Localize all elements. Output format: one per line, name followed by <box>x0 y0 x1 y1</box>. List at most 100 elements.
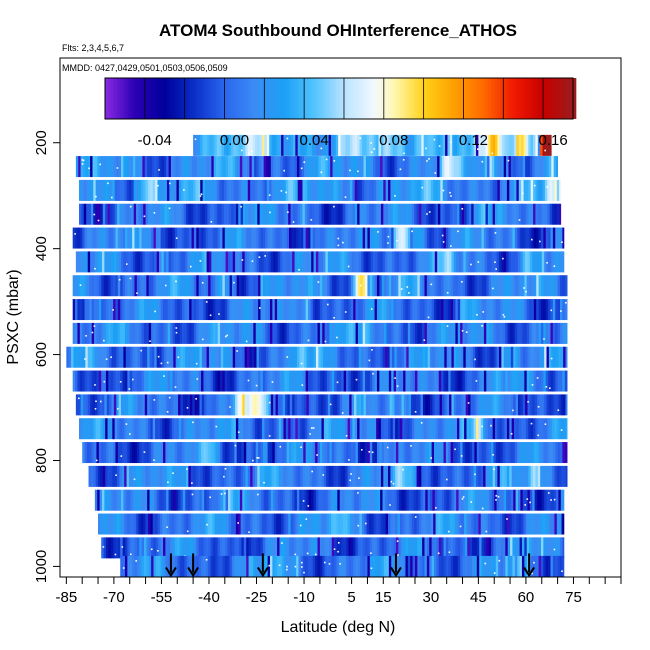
heat-cell <box>86 227 90 249</box>
heat-cell <box>198 322 202 344</box>
heat-cell <box>523 134 527 156</box>
heat-cell <box>324 275 328 297</box>
heat-cell <box>82 275 85 297</box>
heat-cell <box>448 227 451 249</box>
heat-cell <box>132 322 135 344</box>
heat-cell <box>291 275 295 297</box>
heat-cell <box>88 465 92 487</box>
heat-cell <box>462 322 466 344</box>
heat-cell <box>456 179 460 201</box>
heat-cell <box>376 227 380 249</box>
heat-cell <box>319 299 323 321</box>
heat-cell <box>554 513 558 535</box>
heat-cell <box>220 299 223 321</box>
heat-cell <box>227 537 230 559</box>
heat-cell <box>313 489 317 511</box>
heat-cell <box>376 555 380 577</box>
heat-cell <box>201 370 204 392</box>
heat-cell <box>284 555 287 577</box>
heat-cell <box>499 465 503 487</box>
heat-cell <box>555 322 558 344</box>
heat-cell <box>82 370 85 392</box>
heat-cell <box>143 275 147 297</box>
heat-cell <box>467 275 471 297</box>
heat-cell <box>552 299 556 321</box>
heat-cell <box>502 179 505 201</box>
heat-cell <box>239 346 243 368</box>
heat-cell <box>521 322 525 344</box>
missing-data-dot <box>495 499 497 501</box>
heat-cell <box>82 251 86 273</box>
heat-cell <box>187 489 191 511</box>
heat-cell <box>448 442 451 464</box>
heat-cell <box>369 203 372 225</box>
heat-cell <box>430 203 434 225</box>
missing-data-dot <box>160 362 163 365</box>
heat-cell <box>210 537 214 559</box>
missing-data-dot <box>252 459 254 462</box>
heat-cell <box>260 299 264 321</box>
heat-cell <box>136 179 139 201</box>
heat-cell <box>482 251 486 273</box>
heat-cell <box>419 299 423 321</box>
colorbar-swatch <box>450 78 454 119</box>
missing-data-dot <box>477 148 479 150</box>
missing-data-dot <box>549 387 551 389</box>
colorbar-swatch <box>473 78 477 119</box>
heat-cell <box>193 275 197 297</box>
heat-cell <box>380 179 384 201</box>
heat-cell <box>101 322 104 344</box>
heat-cell <box>159 179 163 201</box>
heat-cell <box>200 465 203 487</box>
heat-cell <box>337 394 341 416</box>
heat-cell <box>252 465 256 487</box>
heat-cell <box>521 179 524 201</box>
heat-cell <box>167 442 171 464</box>
heat-cell <box>504 465 508 487</box>
heat-cell <box>117 370 121 392</box>
heat-cell <box>201 299 204 321</box>
heat-cell <box>455 555 459 577</box>
heat-cell <box>482 346 486 368</box>
heat-cell <box>189 489 193 511</box>
heat-cell <box>437 394 440 416</box>
heat-cell <box>308 299 311 321</box>
heat-cell <box>177 322 180 344</box>
colorbar-swatch <box>210 78 214 119</box>
heat-cell <box>457 227 461 249</box>
heat-cell <box>407 442 411 464</box>
heat-cell <box>396 346 400 368</box>
heat-cell <box>314 418 318 440</box>
heat-cell <box>540 203 543 225</box>
heat-cell <box>250 227 254 249</box>
heat-cell <box>92 346 96 368</box>
heat-cell <box>162 203 165 225</box>
missing-data-dot <box>414 411 417 413</box>
heat-cell <box>97 489 100 511</box>
heat-cell <box>500 442 504 464</box>
heat-cell <box>533 134 536 156</box>
heat-cell <box>215 555 219 577</box>
heat-cell <box>277 537 280 559</box>
missing-data-dot <box>512 409 514 412</box>
heat-cell <box>316 203 320 225</box>
heat-cell <box>117 227 121 249</box>
heat-cell <box>428 513 432 535</box>
heat-cell <box>495 227 499 249</box>
missing-data-dot <box>333 160 336 162</box>
heat-cell <box>171 513 175 535</box>
heat-cell <box>227 370 230 392</box>
heat-cell <box>128 465 132 487</box>
heat-cell <box>187 251 191 273</box>
heat-cell <box>550 322 554 344</box>
heat-cell <box>347 179 351 201</box>
missing-data-dot <box>202 338 204 341</box>
heat-cell <box>196 555 200 577</box>
heat-cell <box>199 346 203 368</box>
heat-cell <box>127 227 131 249</box>
heat-cell <box>443 370 447 392</box>
heat-cell <box>510 275 513 297</box>
heat-cell <box>331 322 335 344</box>
heat-cell <box>467 227 471 249</box>
heat-cell <box>460 227 463 249</box>
